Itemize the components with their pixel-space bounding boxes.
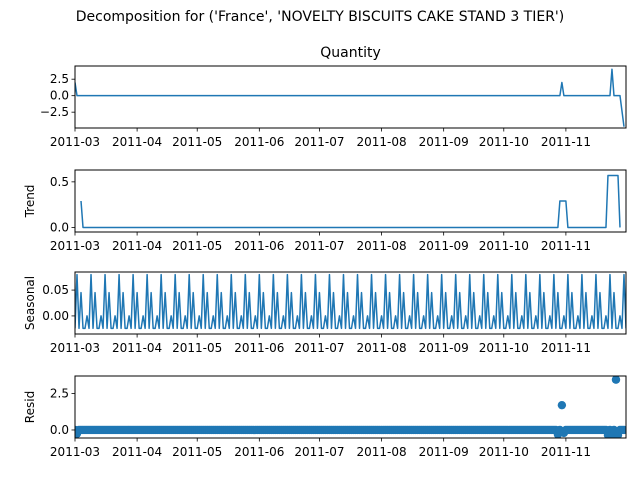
y-tick-label: 2.5 (50, 72, 69, 86)
x-tick-label: 2011-05 (172, 341, 222, 355)
x-tick-label: 2011-03 (50, 135, 100, 149)
x-tick-label: 2011-09 (419, 239, 469, 253)
y-tick-label: 0.05 (42, 283, 69, 297)
x-tick-label: 2011-10 (479, 341, 529, 355)
resid-point (557, 400, 567, 410)
x-tick-label: 2011-10 (479, 135, 529, 149)
resid-data (75, 376, 626, 438)
x-tick-label: 2011-07 (294, 135, 344, 149)
seasonal-axes-frame (74, 271, 627, 335)
x-tick-label: 2011-11 (541, 341, 591, 355)
y-tick-label: 0.5 (50, 175, 69, 189)
resid-point (611, 376, 621, 384)
panel-resid: 2.5 0.0 2011-03 2011-04 2011-05 2011-06 2011-0… (23, 375, 627, 459)
x-tick-label: 2011-06 (234, 341, 284, 355)
x-tick-label: 2011-09 (419, 341, 469, 355)
x-tick-label: 2011-05 (172, 135, 222, 149)
resid-point (619, 425, 626, 435)
x-tick-label: 2011-05 (172, 445, 222, 459)
y-tick-label: 0.0 (50, 220, 69, 234)
x-tick-label: 2011-04 (112, 445, 162, 459)
x-tick-label: 2011-08 (356, 341, 406, 355)
figure-suptitle: Decomposition for ('France', 'NOVELTY BI… (76, 9, 565, 25)
x-tick-label: 2011-03 (50, 341, 100, 355)
x-tick-label: 2011-08 (356, 445, 406, 459)
x-tick-label: 2011-06 (234, 135, 284, 149)
x-tick-label: 2011-11 (541, 445, 591, 459)
x-tick-label: 2011-04 (112, 135, 162, 149)
x-tick-label: 2011-06 (234, 445, 284, 459)
x-tick-label: 2011-07 (294, 445, 344, 459)
trend-axes-frame (74, 169, 627, 233)
x-tick-label: 2011-04 (112, 341, 162, 355)
panel-seasonal: 0.05 0.00 2011-03 2011-04 2011-05 2011-06 2011… (23, 271, 627, 355)
x-tick-label: 2011-03 (50, 445, 100, 459)
y-tick-label: 2.5 (50, 387, 69, 401)
panel-title: Quantity (320, 45, 381, 61)
observed-data (75, 68, 625, 127)
x-tick-label: 2011-06 (234, 239, 284, 253)
y-axis-label: Trend (23, 185, 37, 219)
subplot-panels: 2.5 0.0 −2.5 2011-03 2011-04 2011-05 2011-06 20… (23, 45, 627, 459)
x-tick-label: 2011-07 (294, 341, 344, 355)
y-tick-label: −2.5 (40, 105, 69, 119)
panel-trend: 0.5 0.0 2011-03 2011-04 2011-05 2011-06 2011-0… (23, 169, 627, 253)
resid-axes-frame (74, 375, 627, 439)
trend-line (80, 174, 621, 229)
x-tick-label: 2011-09 (419, 445, 469, 459)
y-axis-label: Resid (23, 391, 37, 423)
x-tick-label: 2011-04 (112, 239, 162, 253)
y-tick-label: 0.0 (50, 89, 69, 103)
x-tick-label: 2011-05 (172, 239, 222, 253)
x-tick-label: 2011-09 (419, 135, 469, 149)
panel-observed: 2.5 0.0 −2.5 2011-03 2011-04 2011-05 2011-06 20… (40, 45, 627, 149)
observed-line (75, 68, 625, 127)
seasonal-line (75, 273, 626, 330)
trend-data (80, 174, 621, 229)
observed-axes-frame (74, 65, 627, 129)
x-tick-label: 2011-10 (479, 445, 529, 459)
y-axis-label: Seasonal (23, 276, 37, 330)
x-tick-label: 2011-10 (479, 239, 529, 253)
x-tick-label: 2011-08 (356, 239, 406, 253)
seasonal-data (75, 273, 626, 330)
x-tick-label: 2011-11 (541, 239, 591, 253)
x-tick-label: 2011-03 (50, 239, 100, 253)
x-tick-label: 2011-07 (294, 239, 344, 253)
x-tick-label: 2011-11 (541, 135, 591, 149)
y-tick-label: 0.0 (50, 423, 69, 437)
y-tick-label: 0.00 (42, 309, 69, 323)
x-tick-label: 2011-08 (356, 135, 406, 149)
